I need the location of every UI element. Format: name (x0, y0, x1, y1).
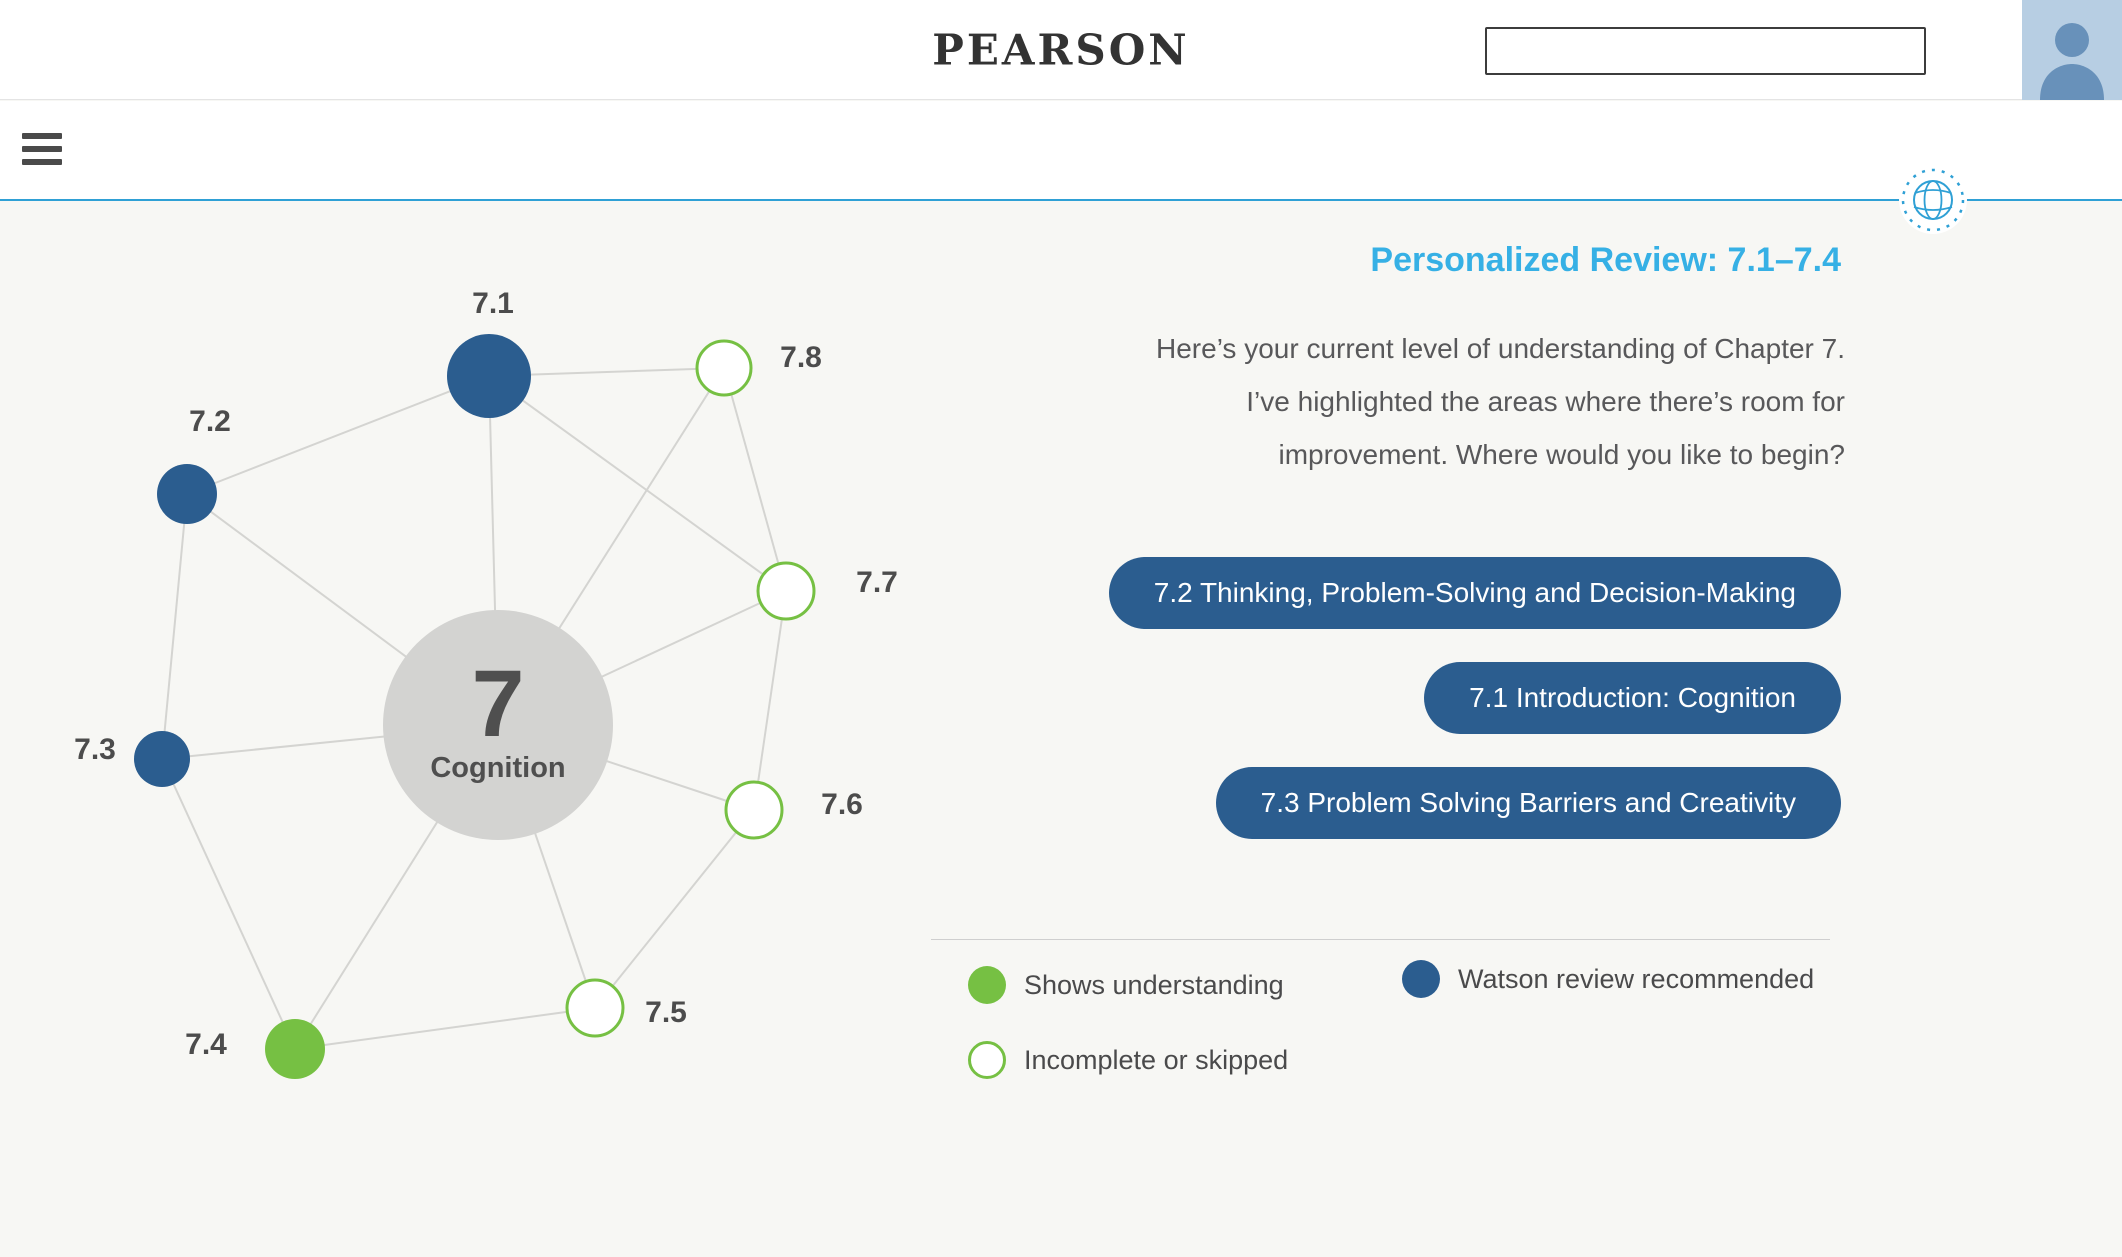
node-7-2[interactable] (157, 464, 217, 524)
review-button-7-3[interactable]: 7.3 Problem Solving Barriers and Creativ… (1215, 767, 1841, 839)
node-label-7-5: 7.5 (645, 996, 687, 1029)
node-7-6[interactable] (724, 780, 784, 840)
incomplete-dot-icon (968, 1041, 1006, 1079)
intro-line-3: improvement. Where would you like to beg… (1278, 439, 1845, 470)
node-label-7-1: 7.1 (472, 287, 514, 320)
review-buttons: 7.2 Thinking, Problem-Solving and Decisi… (1108, 557, 1841, 839)
person-silhouette-icon (2040, 23, 2104, 100)
chapter-number: 7 (472, 651, 525, 757)
node-7-7[interactable] (756, 561, 816, 621)
legend-divider (931, 939, 1830, 940)
pearson-logo: PEARSON (932, 25, 1190, 74)
legend-incomplete: Incomplete or skipped (968, 1041, 1288, 1079)
concept-map: 7 Cognition 7.1 7.2 7.3 7.4 7.5 7.6 7.7 … (74, 287, 898, 1079)
review-title: Personalized Review: 7.1–7.4 (1370, 241, 1841, 279)
node-label-7-3: 7.3 (74, 733, 116, 766)
node-7-3[interactable] (134, 731, 190, 787)
node-7-1[interactable] (447, 334, 531, 418)
legend-label-incomplete: Incomplete or skipped (1024, 1044, 1289, 1075)
understanding-dot-icon (968, 966, 1006, 1004)
legend-shows-understanding: Shows understanding (968, 966, 1284, 1004)
nav-bar (0, 101, 2122, 201)
node-label-7-8: 7.8 (780, 341, 822, 374)
recommended-dot-icon (1402, 960, 1440, 998)
watson-assistant-icon[interactable] (1899, 166, 1967, 234)
legend-label-recommended: Watson review recommended (1458, 963, 1815, 994)
node-7-4[interactable] (265, 1019, 325, 1079)
top-header: PEARSON (0, 0, 2122, 100)
node-7-5[interactable] (565, 978, 625, 1038)
intro-line-1: Here’s your current level of understandi… (1156, 333, 1845, 364)
node-7-8[interactable] (695, 339, 753, 397)
node-label-7-6: 7.6 (821, 788, 863, 821)
search-input[interactable] (1485, 27, 1926, 75)
review-intro: Here’s your current level of understandi… (1156, 322, 1845, 481)
node-label-7-7: 7.7 (856, 566, 898, 599)
intro-line-2: I’ve highlighted the areas where there’s… (1246, 386, 1845, 417)
node-label-7-2: 7.2 (189, 405, 231, 438)
hamburger-menu-icon[interactable] (22, 133, 62, 172)
user-avatar-button[interactable] (2022, 0, 2122, 100)
review-button-7-2[interactable]: 7.2 Thinking, Problem-Solving and Decisi… (1108, 557, 1841, 629)
node-label-7-4: 7.4 (185, 1028, 227, 1061)
chapter-title: Cognition (430, 752, 565, 784)
legend-watson-recommended: Watson review recommended (1402, 960, 1814, 998)
chapter-node[interactable] (383, 610, 613, 840)
watson-globe-icon (1901, 168, 1965, 232)
review-button-7-1[interactable]: 7.1 Introduction: Cognition (1424, 662, 1841, 734)
legend-label-understanding: Shows understanding (1024, 969, 1284, 1000)
